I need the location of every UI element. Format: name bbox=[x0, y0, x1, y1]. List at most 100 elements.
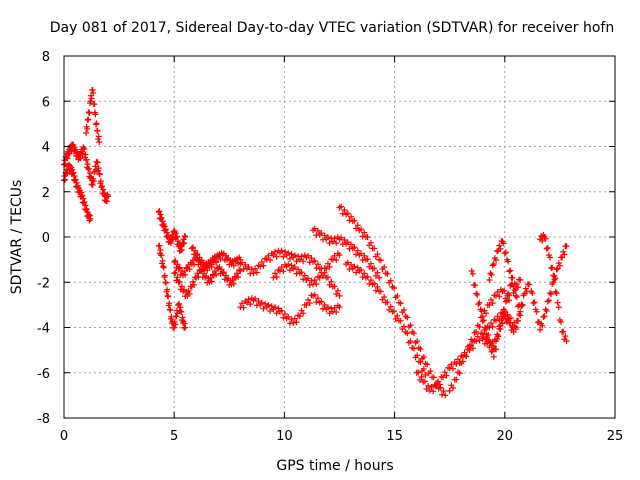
data-point bbox=[164, 286, 171, 293]
data-point bbox=[174, 261, 181, 268]
data-point bbox=[230, 280, 237, 287]
data-point bbox=[359, 233, 366, 240]
data-point bbox=[404, 314, 411, 321]
data-point bbox=[344, 239, 351, 246]
x-tick-label: 15 bbox=[386, 429, 403, 444]
data-point bbox=[172, 257, 179, 264]
data-point bbox=[236, 266, 243, 273]
data-point bbox=[247, 301, 254, 308]
data-point bbox=[500, 306, 507, 313]
data-point bbox=[486, 276, 493, 283]
x-tick-label: 20 bbox=[497, 429, 514, 444]
data-point bbox=[543, 245, 550, 252]
data-point bbox=[245, 296, 252, 303]
data-point bbox=[344, 259, 351, 266]
data-point bbox=[156, 208, 163, 215]
data-point bbox=[313, 280, 320, 287]
data-point bbox=[245, 264, 252, 271]
data-point bbox=[83, 205, 90, 212]
data-point bbox=[341, 236, 348, 243]
data-point bbox=[331, 252, 338, 259]
data-point bbox=[194, 270, 201, 277]
data-point bbox=[172, 321, 179, 328]
data-point bbox=[198, 266, 205, 273]
data-point bbox=[391, 308, 398, 315]
data-point bbox=[318, 269, 325, 276]
data-point bbox=[298, 269, 305, 276]
data-point bbox=[161, 272, 168, 279]
data-point bbox=[502, 312, 509, 319]
data-point bbox=[543, 307, 550, 314]
data-point bbox=[530, 300, 537, 307]
data-point bbox=[450, 384, 457, 391]
axis-ticks: 0 5 10 15 20 25 -8 -6 -4 -2 0 2 4 6 8 bbox=[37, 50, 623, 444]
data-point bbox=[96, 171, 103, 178]
data-point bbox=[475, 301, 482, 308]
data-point bbox=[488, 271, 495, 278]
data-point bbox=[219, 270, 226, 277]
y-axis-label: SDTVAR / TECUs bbox=[9, 180, 25, 295]
data-point bbox=[291, 315, 298, 322]
data-point bbox=[285, 261, 292, 268]
data-point bbox=[371, 265, 378, 272]
data-point bbox=[374, 283, 381, 290]
data-point bbox=[87, 98, 94, 105]
data-point bbox=[381, 264, 388, 271]
data-point bbox=[105, 193, 112, 200]
data-point bbox=[367, 260, 374, 267]
data-point bbox=[473, 329, 480, 336]
data-point bbox=[94, 127, 101, 134]
data-point bbox=[512, 326, 519, 333]
data-point bbox=[376, 274, 383, 281]
data-point bbox=[533, 308, 540, 315]
data-point bbox=[70, 169, 77, 176]
data-point bbox=[323, 265, 330, 272]
data-point bbox=[182, 234, 189, 240]
data-point bbox=[79, 192, 86, 199]
data-point bbox=[338, 234, 345, 241]
data-point bbox=[286, 255, 293, 262]
data-point bbox=[176, 300, 183, 307]
data-point bbox=[90, 177, 97, 184]
data-point bbox=[489, 262, 496, 269]
data-point bbox=[546, 290, 553, 297]
data-point bbox=[416, 376, 423, 383]
data-point bbox=[552, 288, 559, 295]
data-point bbox=[348, 241, 355, 248]
data-point bbox=[550, 279, 557, 286]
data-point bbox=[476, 299, 483, 306]
data-point bbox=[490, 353, 497, 360]
data-point bbox=[492, 346, 499, 353]
data-point bbox=[321, 232, 328, 239]
data-point bbox=[353, 225, 360, 232]
data-point bbox=[353, 251, 360, 258]
data-point bbox=[364, 273, 371, 280]
data-point bbox=[311, 277, 318, 284]
data-point bbox=[273, 274, 280, 281]
data-point bbox=[62, 176, 69, 183]
data-point bbox=[79, 150, 86, 157]
data-point bbox=[441, 369, 448, 376]
data-point bbox=[494, 248, 501, 255]
data-point bbox=[488, 296, 495, 303]
data-point bbox=[220, 269, 227, 276]
data-point bbox=[501, 250, 508, 257]
data-point bbox=[430, 374, 437, 381]
data-point bbox=[303, 301, 310, 308]
data-point bbox=[372, 272, 379, 279]
data-point bbox=[498, 317, 505, 324]
data-point bbox=[513, 294, 520, 301]
data-point bbox=[391, 285, 398, 292]
data-point bbox=[329, 238, 336, 245]
data-point bbox=[442, 392, 449, 399]
y-tick-label: 0 bbox=[42, 231, 50, 246]
data-point bbox=[506, 268, 513, 275]
data-point bbox=[496, 323, 503, 330]
data-point bbox=[81, 145, 88, 152]
data-point bbox=[544, 298, 551, 305]
data-point bbox=[211, 268, 218, 275]
data-point bbox=[186, 291, 193, 298]
data-point bbox=[237, 267, 244, 274]
data-point bbox=[333, 257, 340, 264]
data-point bbox=[101, 189, 108, 196]
